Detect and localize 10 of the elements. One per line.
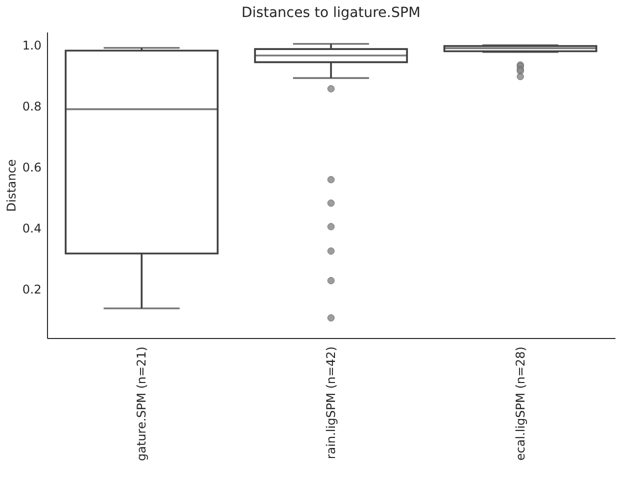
y-axis-title: Distance <box>4 159 18 212</box>
x-tick-label: gature.SPM (n=21) <box>134 346 149 461</box>
x-tick-label: rain.ligSPM (n=42) <box>324 346 338 460</box>
y-tick-label: 0.6 <box>22 160 42 175</box>
y-tick-label: 1.0 <box>22 38 42 53</box>
x-tick-label: ecal.ligSPM (n=28) <box>513 346 528 461</box>
chart-title: Distances to ligature.SPM <box>242 5 420 21</box>
y-tick-label: 0.2 <box>22 282 42 297</box>
y-tick-label: 0.4 <box>22 222 42 236</box>
y-tick-label: 0.8 <box>22 100 42 114</box>
